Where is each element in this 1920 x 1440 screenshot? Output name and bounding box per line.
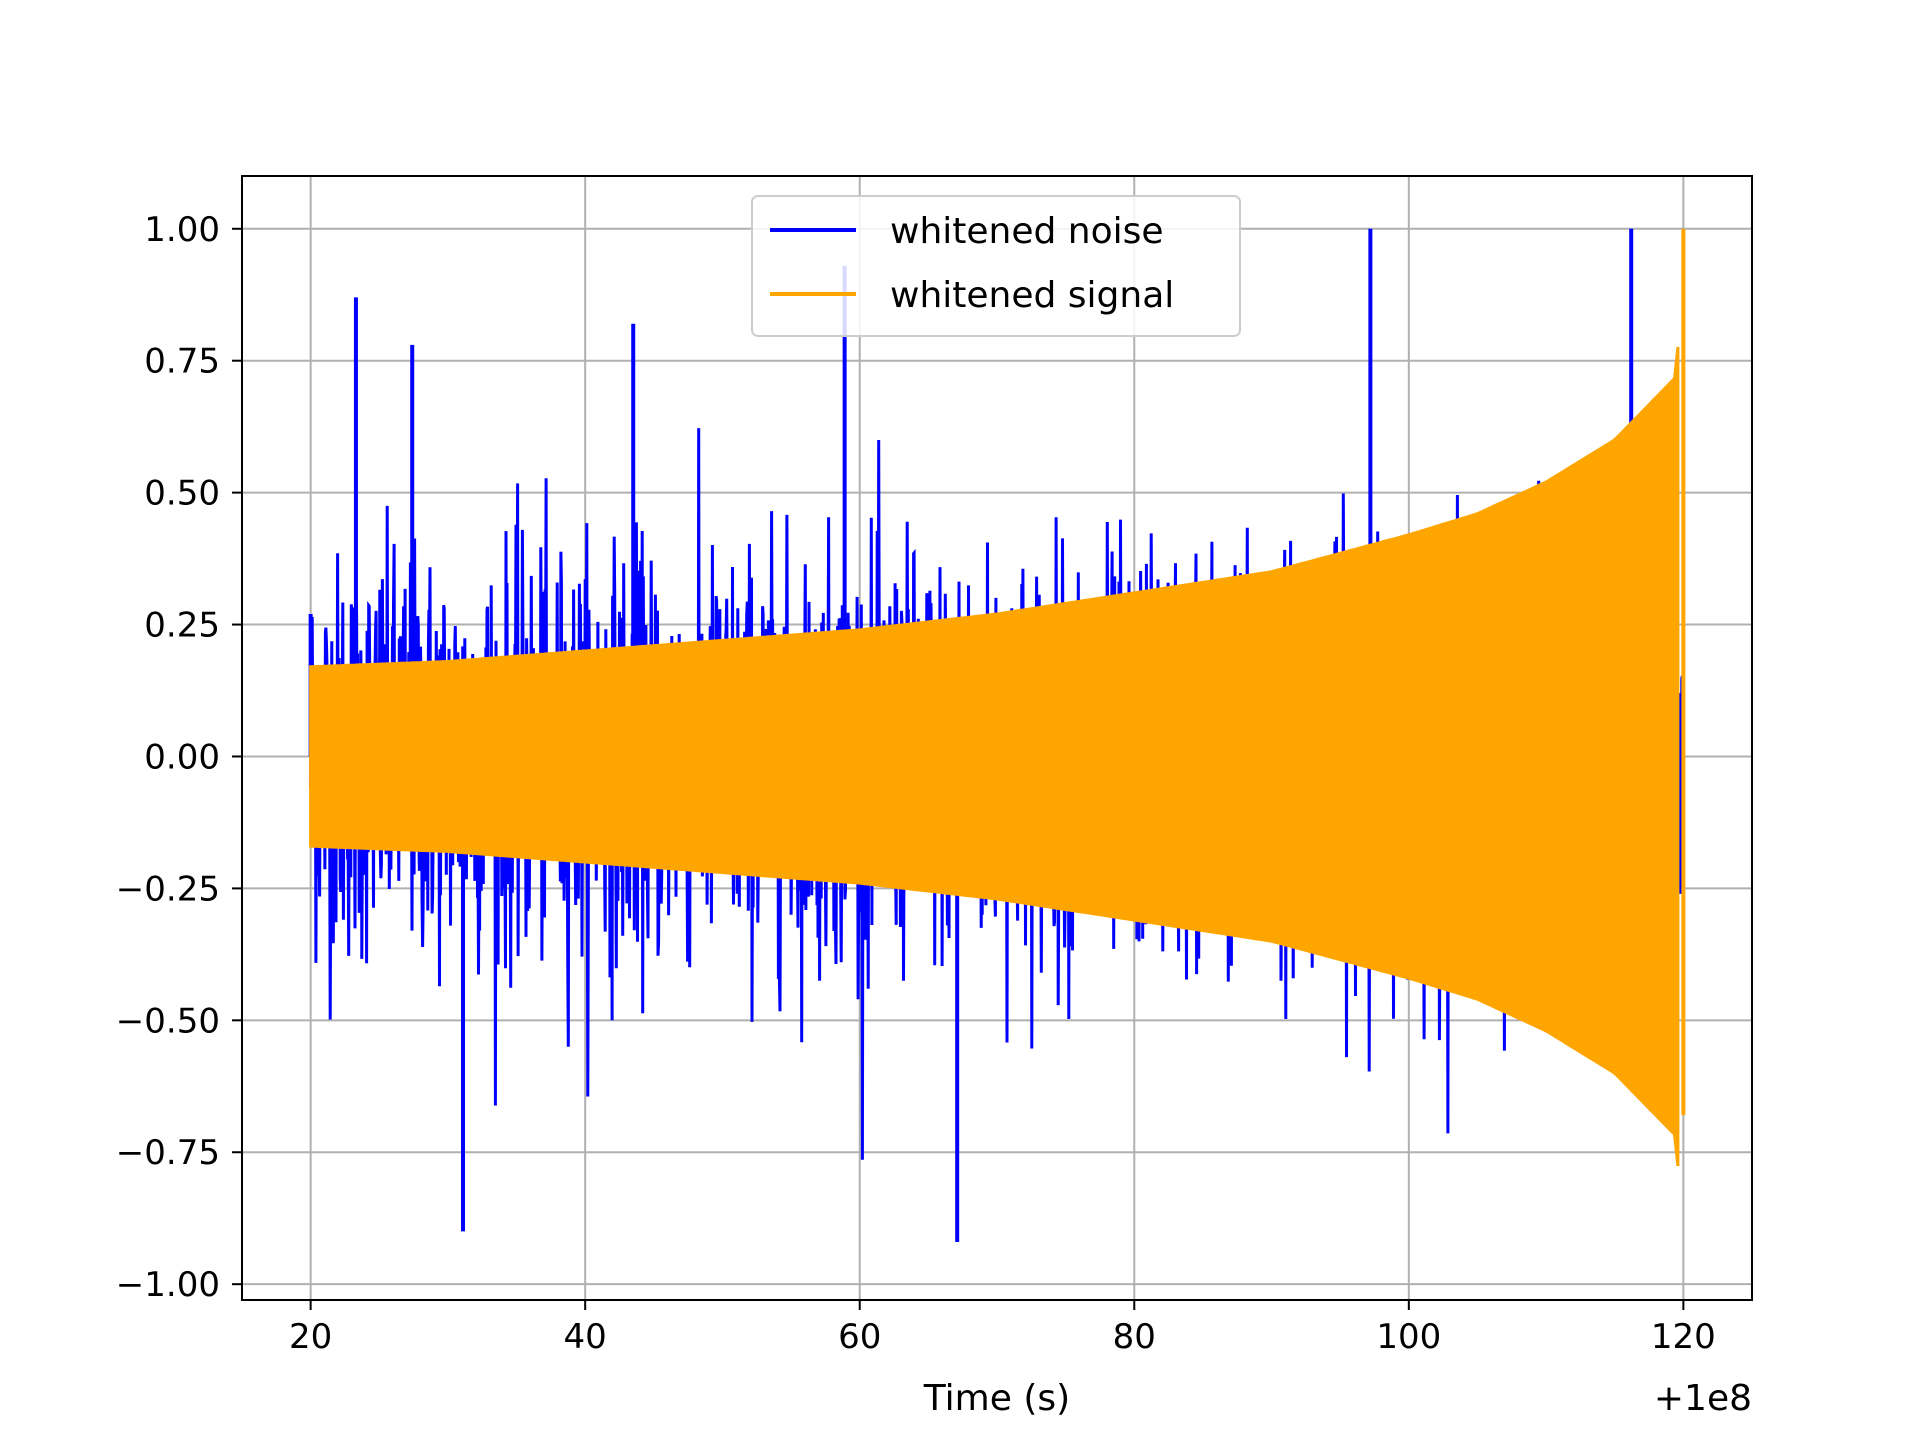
x-tick-label: 100 <box>1376 1317 1441 1357</box>
legend-box <box>751 195 1241 337</box>
series-whitened-signal <box>309 228 1686 1167</box>
x-tick-label: 40 <box>564 1317 607 1357</box>
x-tick-label: 60 <box>838 1317 881 1357</box>
x-axis-offset-label: +1e8 <box>1654 1378 1752 1419</box>
y-tick-label: −0.50 <box>116 1001 220 1041</box>
y-tick-label: −0.25 <box>116 869 220 909</box>
legend-label-whitened-signal: whitened signal <box>890 275 1174 316</box>
y-tick-label: 0.50 <box>144 474 220 514</box>
legend: whitened noise whitened signal <box>751 195 1241 337</box>
legend-label-whitened-noise: whitened noise <box>890 211 1164 252</box>
signal-envelope <box>309 346 1680 1167</box>
y-tick-label: 0.00 <box>144 737 220 777</box>
y-tick-label: 1.00 <box>144 210 220 250</box>
y-tick-label: 0.25 <box>144 606 220 646</box>
x-tick-label: 80 <box>1113 1317 1156 1357</box>
y-tick-label: −0.75 <box>116 1133 220 1173</box>
x-axis-label: Time (s) <box>923 1378 1070 1419</box>
x-tick-label: 120 <box>1651 1317 1716 1357</box>
y-axis-ticks: −1.00 −0.75 −0.50 −0.25 0.00 0.25 0.50 0.75 1.00 <box>116 210 242 1305</box>
y-tick-label: −1.00 <box>116 1265 220 1305</box>
x-axis-ticks: 20 40 60 80 100 120 <box>289 1300 1716 1357</box>
plot-frame <box>241 175 1753 1301</box>
x-tick-label: 20 <box>289 1317 332 1357</box>
y-tick-label: 0.75 <box>144 342 220 382</box>
